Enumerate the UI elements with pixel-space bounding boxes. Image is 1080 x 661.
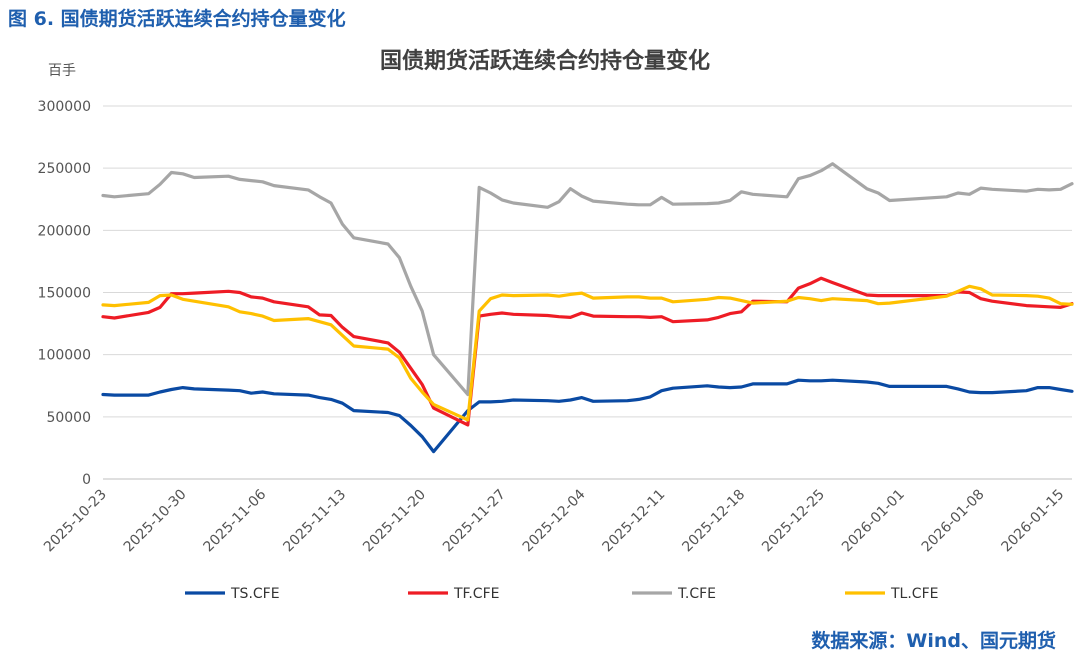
x-tick-label: 2025-11-06: [201, 486, 270, 555]
legend-label: TL.CFE: [890, 586, 938, 602]
series-lines: [101, 162, 1074, 454]
x-tick-label: 2025-11-27: [440, 487, 509, 556]
legend-label: T.CFE: [677, 586, 716, 602]
x-tick-label: 2026-01-08: [919, 487, 988, 556]
legend-item: TS.CFE: [185, 586, 280, 602]
y-tick-label: 0: [82, 472, 91, 488]
y-tick-label: 200000: [38, 223, 91, 239]
chart-title: 国债期货活跃连续合约持仓量变化: [380, 48, 710, 74]
x-tick-label: 2025-12-18: [679, 487, 748, 556]
x-tick-labels: 2025-10-23 2025-10-30 2025-11-06 2025-11-13…: [41, 486, 1067, 555]
series-line-tl-cfe: [101, 284, 1074, 422]
x-tick-label: 2025-10-30: [121, 487, 190, 556]
x-tick-label: 2025-11-13: [280, 487, 349, 556]
x-tick-label: 2025-10-23: [41, 487, 110, 556]
legend-label: TF.CFE: [453, 586, 499, 602]
y-axis-unit-label: 百手: [48, 63, 76, 79]
y-tick-label: 50000: [46, 410, 91, 426]
figure-caption: 图 6. 国债期货活跃连续合约持仓量变化: [8, 8, 346, 30]
x-tick-label: 2025-12-25: [759, 487, 828, 556]
legend-item: T.CFE: [632, 586, 716, 602]
x-tick-label: 2025-12-04: [520, 486, 589, 555]
y-tick-labels: 0 50000 100000 150000 200000 250000 300000: [38, 99, 91, 488]
legend-item: TL.CFE: [845, 586, 938, 602]
y-tick-label: 100000: [38, 348, 91, 364]
x-tick-label: 2026-01-15: [999, 487, 1068, 556]
y-tick-label: 250000: [38, 161, 91, 177]
legend-label: TS.CFE: [230, 586, 280, 602]
gridlines: [103, 105, 1072, 480]
series-line-tf-cfe: [101, 276, 1074, 427]
legend: TS.CFE TF.CFE T.CFE TL.CFE: [185, 586, 938, 602]
series-line-t-cfe: [101, 162, 1074, 397]
y-tick-label: 150000: [38, 286, 91, 302]
x-tick-label: 2025-12-11: [600, 487, 669, 556]
series-line-ts-cfe: [101, 378, 1074, 454]
legend-item: TF.CFE: [408, 586, 499, 602]
x-tick-label: 2026-01-01: [839, 487, 908, 556]
x-tick-label: 2025-11-20: [360, 487, 429, 556]
source-note: 数据来源：Wind、国元期货: [811, 630, 1056, 652]
y-tick-label: 300000: [38, 99, 91, 115]
